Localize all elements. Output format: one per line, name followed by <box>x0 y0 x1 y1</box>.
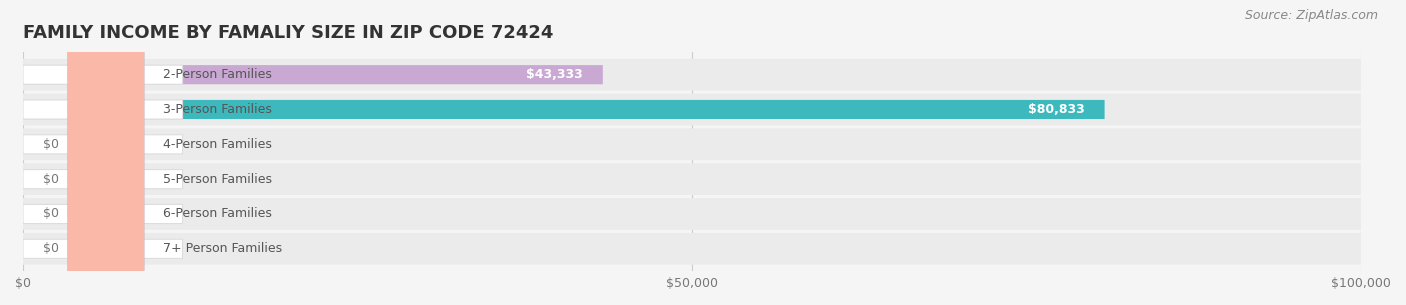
Text: $43,333: $43,333 <box>526 68 582 81</box>
FancyBboxPatch shape <box>22 198 1361 230</box>
Circle shape <box>69 0 143 305</box>
Circle shape <box>69 0 143 305</box>
Text: $80,833: $80,833 <box>1028 103 1084 116</box>
Circle shape <box>69 0 143 305</box>
Text: Source: ZipAtlas.com: Source: ZipAtlas.com <box>1244 9 1378 22</box>
Text: $0: $0 <box>44 242 59 255</box>
FancyBboxPatch shape <box>22 163 1361 195</box>
Text: 6-Person Families: 6-Person Families <box>163 207 273 221</box>
FancyBboxPatch shape <box>22 59 1361 91</box>
Circle shape <box>69 0 143 305</box>
FancyBboxPatch shape <box>22 100 183 119</box>
FancyBboxPatch shape <box>22 94 1361 125</box>
Text: $0: $0 <box>44 173 59 186</box>
FancyBboxPatch shape <box>22 233 1361 265</box>
Text: 3-Person Families: 3-Person Families <box>163 103 273 116</box>
Circle shape <box>69 0 143 305</box>
Text: FAMILY INCOME BY FAMALIY SIZE IN ZIP CODE 72424: FAMILY INCOME BY FAMALIY SIZE IN ZIP COD… <box>22 24 554 42</box>
Text: $0: $0 <box>44 207 59 221</box>
FancyBboxPatch shape <box>22 65 183 84</box>
Text: 2-Person Families: 2-Person Families <box>163 68 273 81</box>
Text: 7+ Person Families: 7+ Person Families <box>163 242 283 255</box>
FancyBboxPatch shape <box>22 135 183 154</box>
Text: $0: $0 <box>44 138 59 151</box>
Text: 5-Person Families: 5-Person Families <box>163 173 273 186</box>
Text: 4-Person Families: 4-Person Families <box>163 138 273 151</box>
FancyBboxPatch shape <box>22 239 183 258</box>
FancyBboxPatch shape <box>22 100 1105 119</box>
FancyBboxPatch shape <box>22 204 183 224</box>
FancyBboxPatch shape <box>22 65 603 84</box>
Circle shape <box>69 0 143 305</box>
FancyBboxPatch shape <box>22 128 1361 160</box>
FancyBboxPatch shape <box>22 170 183 189</box>
